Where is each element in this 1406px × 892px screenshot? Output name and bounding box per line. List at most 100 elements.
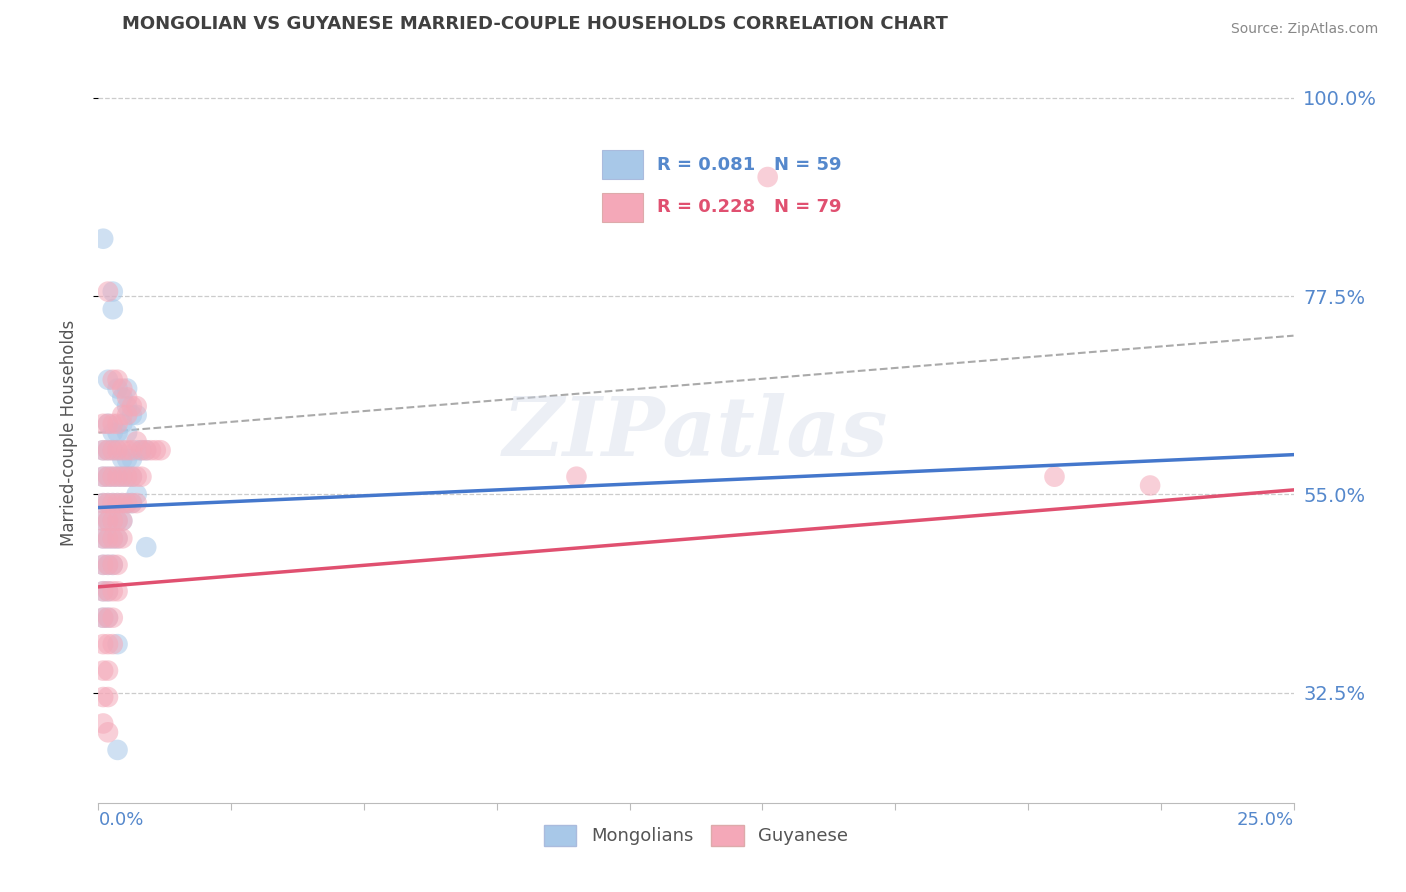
Point [97, 690, 120, 704]
Point [101, 558, 124, 572]
Point [101, 443, 124, 458]
Point [91, 664, 114, 678]
Point [101, 469, 124, 483]
Point [97, 496, 120, 510]
Point [101, 469, 124, 483]
Point [101, 514, 124, 528]
Point [91, 532, 114, 546]
Point [101, 637, 124, 651]
Point [111, 469, 134, 483]
Point [756, 169, 779, 184]
Point [107, 584, 129, 599]
Point [107, 514, 129, 528]
Point [101, 584, 124, 599]
Point [107, 743, 129, 757]
Point [97, 611, 120, 625]
Point [107, 532, 129, 546]
Point [111, 469, 134, 483]
Y-axis label: Married-couple Households: Married-couple Households [59, 319, 77, 546]
Point [125, 408, 148, 422]
Point [1139, 478, 1161, 492]
Point [101, 532, 124, 546]
Point [101, 443, 124, 458]
Point [111, 452, 134, 467]
Point [97, 285, 120, 299]
Point [91, 584, 114, 599]
Point [97, 443, 120, 458]
Point [97, 417, 120, 431]
Point [107, 637, 129, 651]
Point [101, 532, 124, 546]
Text: 25.0%: 25.0% [1236, 811, 1294, 829]
Point [565, 469, 588, 483]
Point [125, 434, 148, 449]
Point [91, 532, 114, 546]
Point [101, 425, 124, 440]
Point [107, 469, 129, 483]
Point [97, 558, 120, 572]
Point [101, 496, 124, 510]
Point [125, 443, 148, 458]
Point [101, 373, 124, 387]
Point [107, 417, 129, 431]
Point [107, 425, 129, 440]
Point [91, 496, 114, 510]
Point [101, 514, 124, 528]
Point [97, 514, 120, 528]
Point [101, 611, 124, 625]
Point [91, 584, 114, 599]
Point [115, 382, 138, 396]
Point [125, 487, 148, 501]
Point [149, 443, 172, 458]
Point [121, 496, 143, 510]
Point [91, 232, 114, 246]
Point [115, 452, 138, 467]
Legend: Mongolians, Guyanese: Mongolians, Guyanese [537, 818, 855, 853]
Point [91, 417, 114, 431]
Point [107, 496, 129, 510]
Text: Source: ZipAtlas.com: Source: ZipAtlas.com [1230, 22, 1378, 37]
Point [107, 443, 129, 458]
Point [91, 514, 114, 528]
Point [107, 382, 129, 396]
Point [107, 443, 129, 458]
Point [97, 584, 120, 599]
Point [111, 532, 134, 546]
Point [97, 584, 120, 599]
Point [121, 469, 143, 483]
Point [91, 443, 114, 458]
Point [91, 496, 114, 510]
Point [91, 558, 114, 572]
Point [91, 716, 114, 731]
Point [111, 382, 134, 396]
Text: R = 0.081   N = 59: R = 0.081 N = 59 [658, 155, 842, 174]
Point [97, 532, 120, 546]
Point [135, 443, 157, 458]
Point [101, 558, 124, 572]
Point [111, 443, 134, 458]
Text: R = 0.228   N = 79: R = 0.228 N = 79 [658, 198, 842, 217]
Point [107, 514, 129, 528]
Point [115, 408, 138, 422]
Point [125, 496, 148, 510]
Point [101, 417, 124, 431]
Point [135, 443, 157, 458]
Point [111, 417, 134, 431]
Point [91, 611, 114, 625]
Point [97, 532, 120, 546]
Point [97, 373, 120, 387]
Point [97, 637, 120, 651]
Point [91, 690, 114, 704]
Point [115, 496, 138, 510]
Point [111, 496, 134, 510]
Point [131, 443, 153, 458]
Point [125, 469, 148, 483]
Point [107, 469, 129, 483]
Point [121, 452, 143, 467]
Point [131, 443, 153, 458]
Point [97, 558, 120, 572]
Point [91, 469, 114, 483]
Point [139, 443, 162, 458]
Text: MONGOLIAN VS GUYANESE MARRIED-COUPLE HOUSEHOLDS CORRELATION CHART: MONGOLIAN VS GUYANESE MARRIED-COUPLE HOU… [122, 15, 948, 33]
Point [91, 558, 114, 572]
